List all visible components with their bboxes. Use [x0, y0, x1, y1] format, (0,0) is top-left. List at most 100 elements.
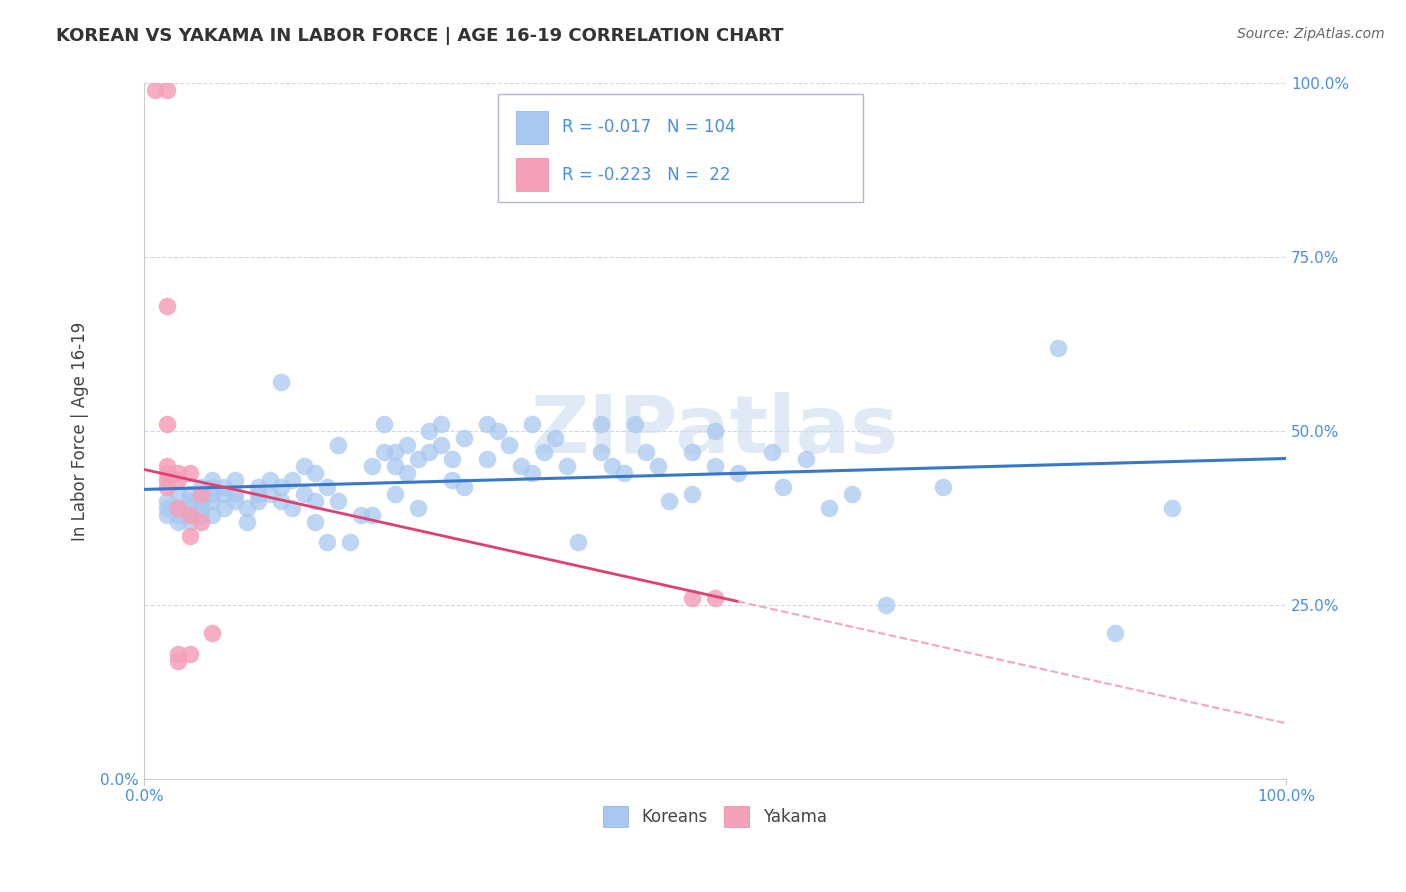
Point	[179, 500, 201, 515]
Point	[167, 515, 190, 529]
Point	[167, 466, 190, 480]
Point	[544, 431, 567, 445]
Point	[761, 445, 783, 459]
Point	[794, 452, 817, 467]
Point	[270, 480, 292, 494]
Point	[350, 508, 373, 522]
Point	[156, 473, 179, 487]
Point	[156, 417, 179, 432]
Point	[270, 493, 292, 508]
Point	[259, 487, 281, 501]
Point	[441, 452, 464, 467]
Point	[212, 480, 235, 494]
Point	[818, 500, 841, 515]
Point	[772, 480, 794, 494]
Point	[179, 647, 201, 661]
Point	[201, 508, 224, 522]
Point	[522, 417, 544, 432]
Point	[522, 466, 544, 480]
Point	[589, 417, 612, 432]
Point	[1046, 341, 1069, 355]
Point	[179, 487, 201, 501]
Point	[315, 480, 337, 494]
Point	[384, 487, 406, 501]
Point	[315, 535, 337, 549]
Point	[259, 473, 281, 487]
Point	[201, 625, 224, 640]
Bar	[516, 111, 548, 144]
Point	[224, 493, 246, 508]
Point	[179, 493, 201, 508]
Point	[932, 480, 955, 494]
Point	[156, 299, 179, 313]
Point	[624, 417, 647, 432]
Point	[167, 487, 190, 501]
Point	[156, 500, 179, 515]
Point	[212, 487, 235, 501]
Point	[292, 487, 315, 501]
Point	[727, 466, 749, 480]
Point	[201, 473, 224, 487]
Point	[533, 445, 555, 459]
Point	[167, 508, 190, 522]
Point	[190, 480, 212, 494]
Point	[430, 438, 453, 452]
Point	[270, 376, 292, 390]
Point	[235, 500, 257, 515]
Point	[235, 515, 257, 529]
Point	[179, 466, 201, 480]
Point	[156, 480, 179, 494]
Point	[179, 508, 201, 522]
Point	[395, 466, 418, 480]
Legend: Koreans, Yakama: Koreans, Yakama	[596, 799, 834, 833]
Point	[190, 487, 212, 501]
Point	[304, 515, 326, 529]
Point	[304, 493, 326, 508]
Point	[704, 458, 727, 473]
Point	[281, 473, 304, 487]
Point	[190, 508, 212, 522]
Point	[498, 438, 520, 452]
Point	[373, 417, 395, 432]
Y-axis label: In Labor Force | Age 16-19: In Labor Force | Age 16-19	[72, 321, 89, 541]
Point	[145, 83, 167, 97]
Point	[841, 487, 863, 501]
Point	[384, 458, 406, 473]
Point	[326, 438, 349, 452]
Point	[418, 424, 440, 438]
Point	[681, 487, 703, 501]
Point	[555, 458, 578, 473]
Point	[406, 500, 429, 515]
Point	[156, 508, 179, 522]
Point	[441, 473, 464, 487]
Point	[395, 438, 418, 452]
Point	[326, 493, 349, 508]
Point	[361, 508, 384, 522]
Point	[292, 458, 315, 473]
Point	[156, 466, 179, 480]
Point	[281, 500, 304, 515]
Text: R = -0.017   N = 104: R = -0.017 N = 104	[562, 119, 735, 136]
Point	[681, 445, 703, 459]
Point	[636, 445, 658, 459]
Point	[475, 417, 498, 432]
Point	[1104, 625, 1126, 640]
Point	[167, 647, 190, 661]
Point	[600, 458, 623, 473]
Point	[167, 500, 190, 515]
Point	[658, 493, 681, 508]
Point	[567, 535, 589, 549]
Point	[509, 458, 531, 473]
Point	[475, 452, 498, 467]
Point	[406, 452, 429, 467]
Point	[212, 500, 235, 515]
Point	[373, 445, 395, 459]
Point	[704, 591, 727, 606]
Point	[361, 458, 384, 473]
Bar	[516, 158, 548, 191]
Text: R = -0.223   N =  22: R = -0.223 N = 22	[562, 166, 731, 185]
Point	[453, 480, 475, 494]
Point	[224, 473, 246, 487]
Point	[156, 458, 179, 473]
Point	[179, 508, 201, 522]
